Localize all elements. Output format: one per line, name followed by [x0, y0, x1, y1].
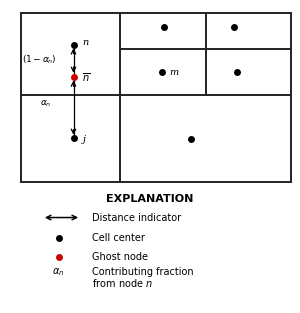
- Text: Contributing fraction: Contributing fraction: [92, 267, 193, 277]
- Text: $(1-\alpha_{\!n})$: $(1-\alpha_{\!n})$: [22, 54, 57, 66]
- Text: $\alpha_n$: $\alpha_n$: [40, 98, 52, 109]
- Text: n: n: [82, 38, 89, 47]
- Text: Ghost node: Ghost node: [92, 252, 148, 262]
- Bar: [21, 13, 291, 182]
- Text: Cell center: Cell center: [92, 233, 144, 243]
- Text: Distance indicator: Distance indicator: [92, 213, 181, 223]
- Text: m: m: [169, 68, 179, 77]
- Text: $\overline{n}$: $\overline{n}$: [82, 71, 91, 84]
- Text: j: j: [82, 135, 85, 144]
- Text: $\alpha_n$: $\alpha_n$: [52, 266, 64, 278]
- Text: EXPLANATION: EXPLANATION: [106, 194, 194, 204]
- Text: from node $n$: from node $n$: [92, 277, 152, 289]
